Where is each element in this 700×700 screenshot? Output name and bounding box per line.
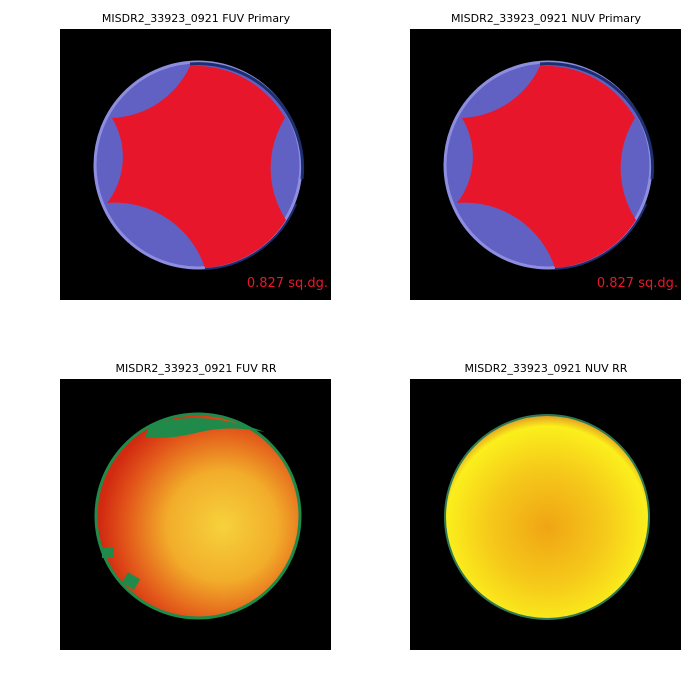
panel-nuv-primary: MISDR2_33923_0921 NUV Primary 0.827 sq.d…	[408, 12, 683, 302]
fuv-rr-image	[94, 412, 302, 620]
panel-title: MISDR2_33923_0921 NUV RR	[465, 362, 628, 375]
panel-nuv-rr: MISDR2_33923_0921 NUV RR	[410, 362, 681, 650]
panel-title: MISDR2_33923_0921 FUV RR	[116, 362, 277, 375]
nuv-primary-image	[408, 27, 683, 302]
nuv-rr-image	[444, 414, 650, 620]
area-label: 0.827 sq.dg.	[597, 276, 678, 291]
fuv-rr-edge	[121, 572, 141, 590]
fuv-primary-image	[58, 27, 333, 302]
panel-fuv-primary: MISDR2_33923_0921 FUV Primary 0.827 sq.d…	[58, 12, 333, 302]
panel-title: MISDR2_33923_0921 FUV Primary	[102, 12, 291, 25]
fuv-rr-edge	[145, 417, 265, 438]
fuv-rr-edge	[102, 548, 114, 558]
panel-title: MISDR2_33923_0921 NUV Primary	[451, 12, 642, 25]
panel-fuv-rr: MISDR2_33923_0921 FUV RR	[60, 362, 331, 650]
area-label: 0.827 sq.dg.	[247, 276, 328, 291]
